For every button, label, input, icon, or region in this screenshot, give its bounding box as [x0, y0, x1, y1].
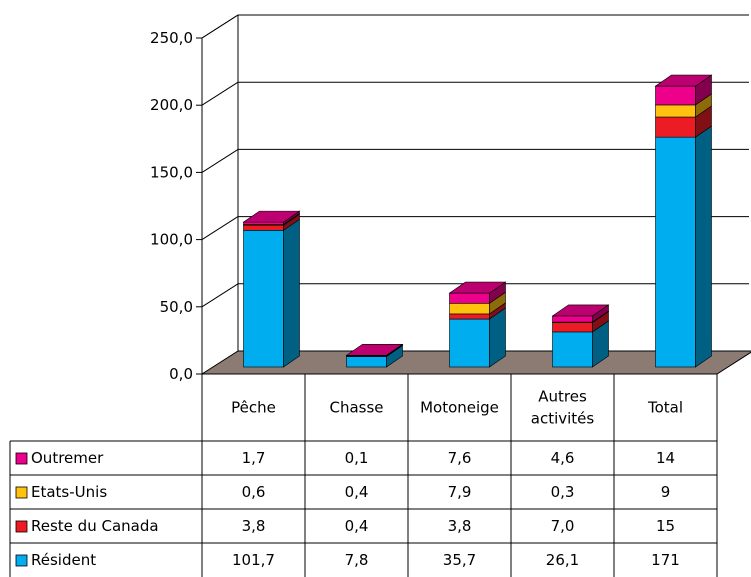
- bar-segment: [243, 221, 284, 225]
- bar-top: [551, 304, 610, 317]
- category-label: Pêche: [231, 399, 276, 417]
- y-tick-label: 0,0: [169, 365, 193, 383]
- gridline-side: [201, 216, 239, 241]
- y-tick-label: 100,0: [150, 231, 193, 249]
- bar-segment: [655, 116, 696, 138]
- bar-segment: [243, 230, 284, 368]
- y-tick-label: 200,0: [150, 96, 193, 114]
- data-label: 3,8: [242, 517, 266, 535]
- gridline-side: [201, 81, 239, 106]
- legend-swatch: [15, 520, 28, 533]
- y-tick-label: 150,0: [150, 163, 193, 181]
- data-label: 0,4: [345, 483, 369, 501]
- data-label: 15: [656, 517, 675, 535]
- bar-segment: [449, 302, 490, 315]
- data-label: 7,0: [551, 517, 575, 535]
- category-label: activités: [531, 410, 595, 428]
- data-table: Pêche Chasse Motoneige Autres activités Total…: [9, 374, 718, 577]
- bar-segment: [552, 315, 593, 323]
- bar-top: [448, 281, 507, 294]
- legend-label: Etats-Unis: [31, 483, 107, 501]
- y-tick-label: 250,0: [150, 29, 193, 47]
- gridline-side: [201, 148, 239, 173]
- data-label: 0,6: [242, 483, 266, 501]
- data-label: 9: [661, 483, 671, 501]
- data-label: 35,7: [443, 551, 476, 569]
- category-label: Motoneige: [420, 399, 499, 417]
- bar-segment: [655, 136, 696, 368]
- legend-label: Outremer: [31, 449, 104, 467]
- bar-top: [654, 74, 713, 87]
- bar-segment: [449, 313, 490, 320]
- data-label: 0,4: [345, 517, 369, 535]
- data-label: 0,3: [551, 483, 575, 501]
- bar-segment: [552, 322, 593, 333]
- bar-segment: [243, 224, 284, 231]
- bar-segment: [449, 292, 490, 304]
- chart-bars-layer: [242, 74, 713, 368]
- gridline-side: [201, 14, 239, 39]
- bar-segment: [655, 104, 696, 118]
- data-label: 14: [656, 449, 675, 467]
- category-label: Autres: [538, 388, 587, 406]
- bar-segment: [655, 85, 696, 106]
- y-tick-label: 50,0: [160, 298, 193, 316]
- data-label: 1,7: [242, 449, 266, 467]
- bar-segment-side: [283, 218, 300, 368]
- data-label: 4,6: [551, 449, 575, 467]
- bar-segment-side: [695, 125, 712, 368]
- legend-swatch: [15, 554, 28, 567]
- data-label: 7,9: [448, 483, 472, 501]
- category-label: Chasse: [329, 399, 383, 417]
- data-label: 3,8: [448, 517, 472, 535]
- data-label: 101,7: [232, 551, 275, 569]
- data-label: 26,1: [546, 551, 579, 569]
- gridline-side: [201, 283, 239, 308]
- bar-top: [242, 210, 301, 223]
- legend-swatch: [15, 486, 28, 499]
- data-label: 171: [651, 551, 680, 569]
- bar-segment: [552, 331, 593, 368]
- bar-segment: [449, 318, 490, 368]
- data-label: 7,6: [448, 449, 472, 467]
- data-label: 7,8: [345, 551, 369, 569]
- bar-segment: [346, 356, 387, 368]
- data-label: 0,1: [345, 449, 369, 467]
- category-label: Total: [647, 399, 683, 417]
- legend-swatch: [15, 452, 28, 465]
- legend-label: Résident: [31, 551, 96, 569]
- bar-top: [345, 344, 404, 356]
- legend-label: Reste du Canada: [31, 517, 159, 535]
